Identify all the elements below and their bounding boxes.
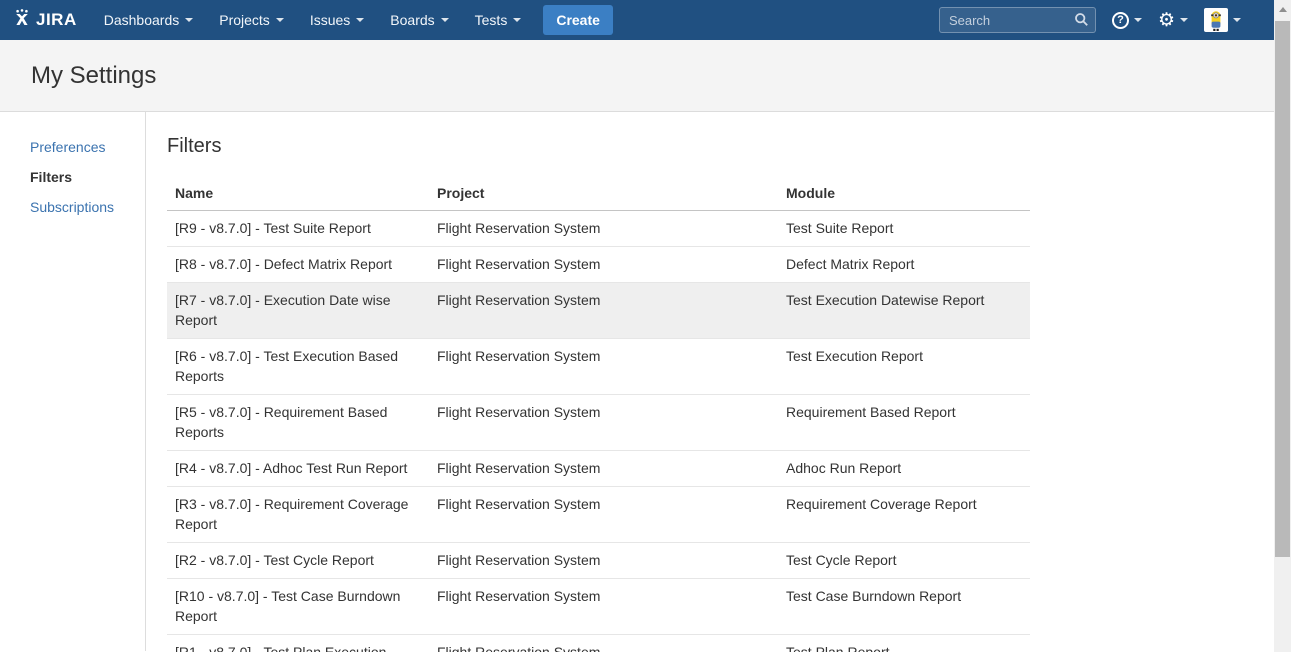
filter-name: [R9 - v8.7.0] - Test Suite Report bbox=[167, 210, 429, 247]
menu-issues[interactable]: Issues bbox=[297, 0, 377, 40]
filter-name: [R7 - v8.7.0] - Execution Date wise Repo… bbox=[167, 282, 429, 339]
chevron-down-icon bbox=[440, 18, 449, 22]
chevron-down-icon bbox=[1133, 18, 1142, 22]
chevron-down-icon bbox=[185, 18, 194, 22]
user-profile-menu[interactable] bbox=[1204, 8, 1241, 32]
menu-boards[interactable]: Boards bbox=[377, 0, 461, 40]
chevron-down-icon bbox=[1233, 18, 1241, 22]
filter-module: Test Execution Report bbox=[778, 338, 1030, 395]
table-row[interactable]: [R9 - v8.7.0] - Test Suite Report Flight… bbox=[167, 210, 1030, 247]
main-menu: Dashboards Projects Issues Boards Tests bbox=[91, 0, 535, 40]
search-icon[interactable] bbox=[1074, 12, 1089, 32]
filter-module: Requirement Coverage Report bbox=[778, 486, 1030, 543]
page-title: My Settings bbox=[31, 61, 157, 89]
filter-name: [R1 - v8.7.0] - Test Plan Execution bbox=[167, 634, 429, 652]
table-row[interactable]: [R6 - v8.7.0] - Test Execution Based Rep… bbox=[167, 338, 1030, 395]
filter-project: Flight Reservation System bbox=[429, 282, 778, 339]
filter-project: Flight Reservation System bbox=[429, 486, 778, 543]
filter-module: Test Execution Datewise Report bbox=[778, 282, 1030, 339]
table-row[interactable]: [R4 - v8.7.0] - Adhoc Test Run Report Fl… bbox=[167, 450, 1030, 487]
column-header-module: Module bbox=[778, 179, 1030, 211]
filter-name: [R5 - v8.7.0] - Requirement Based Report… bbox=[167, 394, 429, 451]
filter-module: Defect Matrix Report bbox=[778, 246, 1030, 283]
filter-project: Flight Reservation System bbox=[429, 578, 778, 635]
table-row[interactable]: [R10 - v8.7.0] - Test Case Burndown Repo… bbox=[167, 578, 1030, 635]
jira-logo[interactable]: JIRA bbox=[13, 8, 77, 32]
filters-heading: Filters bbox=[167, 135, 222, 157]
table-row[interactable]: [R3 - v8.7.0] - Requirement Coverage Rep… bbox=[167, 486, 1030, 543]
table-header-row: Name Project Module bbox=[167, 179, 1030, 211]
column-header-name: Name bbox=[167, 179, 429, 211]
scrollbar-up-arrow-icon[interactable] bbox=[1274, 0, 1291, 18]
menu-label: Projects bbox=[219, 12, 270, 28]
table-row[interactable]: [R1 - v8.7.0] - Test Plan Execution Flig… bbox=[167, 634, 1030, 652]
admin-settings-menu[interactable]: ⚙ bbox=[1158, 11, 1188, 30]
column-header-project: Project bbox=[429, 179, 778, 211]
menu-label: Tests bbox=[474, 12, 508, 28]
menu-label: Dashboards bbox=[103, 12, 180, 28]
filter-module: Test Plan Report bbox=[778, 634, 1030, 652]
top-navbar: JIRA Dashboards Projects Issues Boards T… bbox=[0, 0, 1291, 40]
search-input[interactable] bbox=[938, 7, 1096, 33]
table-row[interactable]: [R2 - v8.7.0] - Test Cycle Report Flight… bbox=[167, 542, 1030, 579]
filter-project: Flight Reservation System bbox=[429, 210, 778, 247]
filters-panel: Filters Name Project Module [R9 - v8.7.0… bbox=[146, 112, 1030, 652]
filter-module: Adhoc Run Report bbox=[778, 450, 1030, 487]
filter-project: Flight Reservation System bbox=[429, 394, 778, 451]
filter-project: Flight Reservation System bbox=[429, 450, 778, 487]
chevron-down-icon bbox=[275, 18, 284, 22]
filter-module: Test Cycle Report bbox=[778, 542, 1030, 579]
brand-text: JIRA bbox=[36, 10, 77, 29]
navbar-right: ? ⚙ bbox=[938, 7, 1261, 33]
filter-name: [R2 - v8.7.0] - Test Cycle Report bbox=[167, 542, 429, 579]
menu-tests[interactable]: Tests bbox=[462, 0, 535, 40]
sidebar-item-filters[interactable]: Filters bbox=[30, 169, 73, 185]
table-row[interactable]: [R8 - v8.7.0] - Defect Matrix Report Fli… bbox=[167, 246, 1030, 283]
filter-module: Test Case Burndown Report bbox=[778, 578, 1030, 635]
filter-name: [R8 - v8.7.0] - Defect Matrix Report bbox=[167, 246, 429, 283]
vertical-scrollbar[interactable] bbox=[1274, 0, 1291, 652]
main-area: Preferences Filters Subscriptions Filter… bbox=[0, 112, 1291, 652]
sidebar-item-subscriptions[interactable]: Subscriptions bbox=[30, 199, 115, 215]
filter-module: Requirement Based Report bbox=[778, 394, 1030, 451]
sidebar-item-preferences[interactable]: Preferences bbox=[30, 139, 106, 155]
page-header: My Settings bbox=[0, 40, 1291, 112]
filter-name: [R6 - v8.7.0] - Test Execution Based Rep… bbox=[167, 338, 429, 395]
table-row[interactable]: [R5 - v8.7.0] - Requirement Based Report… bbox=[167, 394, 1030, 451]
help-icon: ? bbox=[1111, 11, 1129, 29]
filter-name: [R4 - v8.7.0] - Adhoc Test Run Report bbox=[167, 450, 429, 487]
filter-project: Flight Reservation System bbox=[429, 634, 778, 652]
chevron-down-icon bbox=[513, 18, 522, 22]
gear-icon: ⚙ bbox=[1157, 9, 1175, 31]
search-box bbox=[938, 7, 1096, 33]
scrollbar-thumb[interactable] bbox=[1275, 21, 1290, 557]
help-menu[interactable]: ? bbox=[1111, 11, 1142, 29]
create-button[interactable]: Create bbox=[543, 5, 613, 35]
filter-project: Flight Reservation System bbox=[429, 338, 778, 395]
filter-project: Flight Reservation System bbox=[429, 542, 778, 579]
menu-dashboards[interactable]: Dashboards bbox=[91, 0, 207, 40]
jira-charlie-icon bbox=[13, 8, 31, 32]
filters-table: Name Project Module [R9 - v8.7.0] - Test… bbox=[167, 179, 1030, 652]
chevron-down-icon bbox=[1180, 18, 1188, 22]
chevron-down-icon bbox=[356, 18, 365, 22]
filter-name: [R10 - v8.7.0] - Test Case Burndown Repo… bbox=[167, 578, 429, 635]
settings-sidebar: Preferences Filters Subscriptions bbox=[0, 112, 146, 651]
filter-project: Flight Reservation System bbox=[429, 246, 778, 283]
user-avatar bbox=[1204, 8, 1228, 32]
filter-name: [R3 - v8.7.0] - Requirement Coverage Rep… bbox=[167, 486, 429, 543]
menu-label: Issues bbox=[309, 12, 351, 28]
menu-label: Boards bbox=[390, 12, 435, 28]
menu-projects[interactable]: Projects bbox=[206, 0, 297, 40]
filter-module: Test Suite Report bbox=[778, 210, 1030, 247]
table-row-highlighted[interactable]: [R7 - v8.7.0] - Execution Date wise Repo… bbox=[167, 282, 1030, 339]
